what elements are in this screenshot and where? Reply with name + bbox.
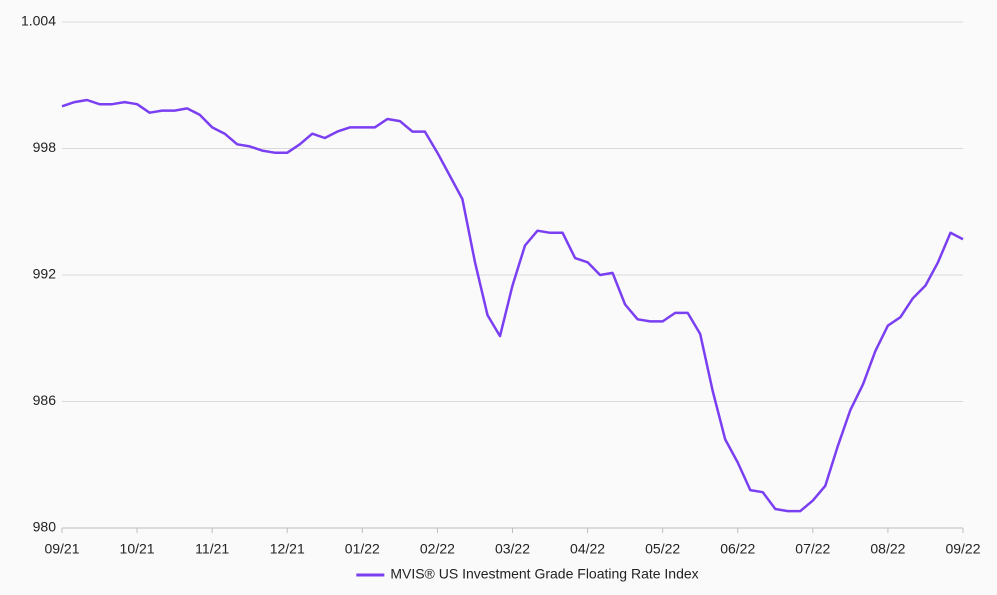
- x-tick-label: 01/22: [345, 541, 380, 557]
- x-tick-label: 12/21: [270, 541, 305, 557]
- x-tick-label: 02/22: [420, 541, 455, 557]
- x-tick-label: 10/21: [120, 541, 155, 557]
- x-tick-label: 07/22: [795, 541, 830, 557]
- x-tick-label: 09/21: [44, 541, 79, 557]
- x-tick-label: 09/22: [945, 541, 980, 557]
- x-tick-label: 04/22: [570, 541, 605, 557]
- y-tick-label: 992: [33, 266, 57, 282]
- y-tick-label: 1.004: [21, 13, 56, 29]
- y-tick-label: 998: [33, 139, 57, 155]
- x-tick-label: 03/22: [495, 541, 530, 557]
- y-tick-label: 980: [33, 519, 57, 535]
- x-tick-label: 05/22: [645, 541, 680, 557]
- x-tick-label: 11/21: [195, 541, 229, 557]
- legend-label: MVIS® US Investment Grade Floating Rate …: [390, 566, 698, 582]
- series-line: [61, 98, 964, 513]
- x-tick-label: 08/22: [870, 541, 905, 557]
- x-tick-label: 06/22: [720, 541, 755, 557]
- y-tick-label: 986: [33, 392, 57, 408]
